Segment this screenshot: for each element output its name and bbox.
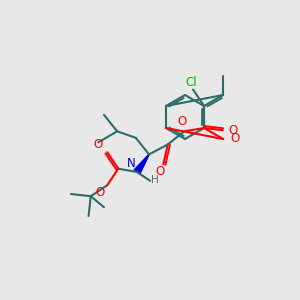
- Text: O: O: [95, 186, 104, 199]
- Text: Cl: Cl: [185, 76, 197, 88]
- Text: N: N: [127, 157, 136, 170]
- Text: O: O: [229, 124, 238, 137]
- Polygon shape: [134, 154, 149, 174]
- Text: O: O: [178, 115, 187, 128]
- Text: O: O: [156, 165, 165, 178]
- Text: O: O: [93, 138, 102, 151]
- Text: O: O: [230, 133, 239, 146]
- Text: H: H: [151, 175, 159, 185]
